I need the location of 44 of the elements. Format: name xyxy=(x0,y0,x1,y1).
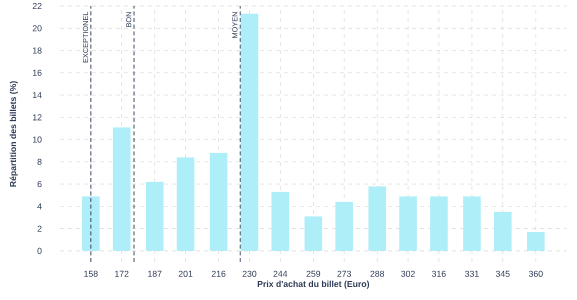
bar xyxy=(368,186,386,251)
y-tick-label: 18 xyxy=(32,47,42,54)
bar xyxy=(176,157,194,251)
y-tick-label: 20 xyxy=(32,25,42,32)
x-tick-label: 316 xyxy=(432,270,446,277)
y-tick-label: 4 xyxy=(37,203,42,210)
x-tick-label: 244 xyxy=(274,270,288,277)
y-tick-label: 22 xyxy=(32,2,42,10)
y-tick-label: 0 xyxy=(37,248,42,254)
bar xyxy=(494,212,512,251)
y-tick-label: 14 xyxy=(32,92,42,98)
bar xyxy=(240,14,258,251)
bar xyxy=(146,182,164,251)
y-tick-label: 2 xyxy=(38,226,42,232)
x-axis-title: Prix d'achat du billet (Euro) xyxy=(258,280,370,289)
bar xyxy=(210,152,228,251)
x-tick-label: 230 xyxy=(242,270,256,277)
bar xyxy=(399,196,417,251)
x-tick-label: 360 xyxy=(528,270,543,277)
y-tick-label: 12 xyxy=(32,114,42,120)
x-tick-label: 201 xyxy=(178,270,192,277)
x-tick-label: 331 xyxy=(465,270,479,277)
x-tick-label: 187 xyxy=(148,270,162,277)
x-tick-label: 302 xyxy=(401,270,415,277)
bar xyxy=(527,232,545,251)
y-axis-title: Répartition des billets (%) xyxy=(10,81,18,187)
y-tick-label: 8 xyxy=(38,158,42,165)
y-tick-label: 10 xyxy=(32,136,42,143)
bar xyxy=(82,196,100,251)
x-tick-label: 172 xyxy=(115,270,128,277)
x-tick-label: 273 xyxy=(337,270,352,277)
x-tick-label: 288 xyxy=(370,270,384,277)
x-tick-label: 259 xyxy=(306,270,320,277)
y-tick-label: 16 xyxy=(32,70,42,76)
bar xyxy=(430,196,448,251)
bar xyxy=(463,196,481,251)
x-tick-label: 345 xyxy=(496,270,510,277)
bar xyxy=(271,192,290,251)
x-tick-label: 216 xyxy=(212,270,226,277)
bar xyxy=(112,127,130,251)
x-tick-label: 158 xyxy=(84,270,98,277)
bar xyxy=(335,202,353,251)
bar xyxy=(304,216,322,251)
y-tick-label: 6 xyxy=(38,181,42,188)
